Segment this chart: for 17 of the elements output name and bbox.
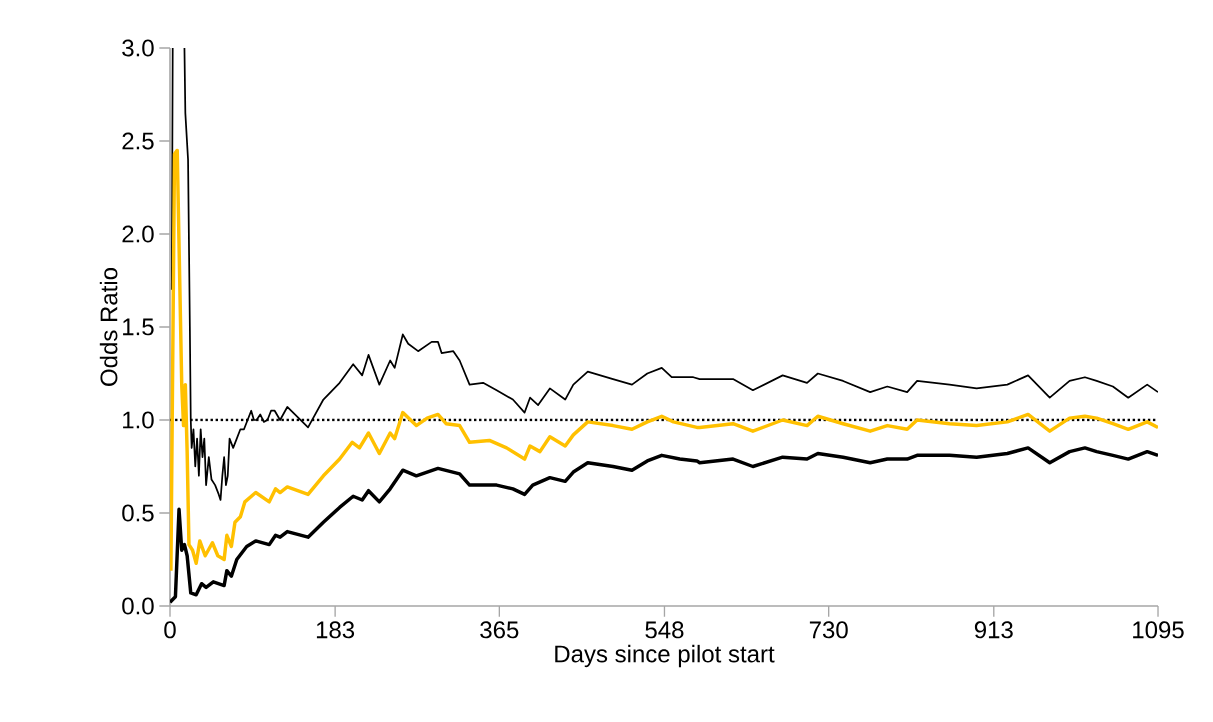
x-tick-label: 0 [164, 621, 176, 639]
y-axis-title: Odds Ratio [99, 268, 118, 386]
x-tick-label: 183 [316, 621, 355, 639]
y-tick-label: 0.5 [122, 504, 154, 522]
x-tick-label: 730 [809, 621, 848, 639]
y-tick-label: 2.0 [122, 225, 154, 243]
y-tick-label: 0.0 [122, 597, 154, 615]
x-tick-label: 365 [480, 621, 519, 639]
y-tick-label: 2.5 [122, 132, 154, 150]
x-tick-label: 548 [645, 621, 684, 639]
y-tick-label: 1.0 [123, 411, 154, 429]
y-tick-label: 3.0 [122, 39, 154, 57]
line-series [170, 148, 1159, 573]
x-tick-label: 913 [974, 621, 1013, 639]
x-axis-title: Days since pilot start [555, 644, 775, 668]
x-tick-label: 1095 [1133, 621, 1184, 639]
y-tick-label: 1.5 [123, 318, 154, 336]
